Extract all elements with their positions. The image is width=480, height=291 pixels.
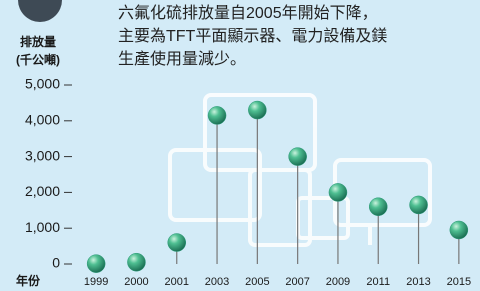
y-tick-label: 5,000 (25, 76, 60, 92)
ball (369, 198, 387, 216)
y-tick-label: 4,000 (25, 112, 60, 128)
y-axis-label: 排放量 (20, 34, 56, 49)
y-axis-label: (千公噸) (16, 52, 60, 67)
x-tick-label: 1999 (84, 276, 108, 288)
x-tick-label: 2005 (245, 276, 269, 288)
x-tick-label: 2015 (447, 276, 471, 288)
y-tick-label: 0 (52, 255, 60, 271)
x-tick-label: 2009 (326, 276, 350, 288)
chart: 六氟化硫排放量自2005年開始下降， 主要為TFT平面顯示器、電力設備及鎂 生產… (0, 0, 480, 291)
ball (289, 148, 307, 166)
ball (127, 253, 145, 271)
x-tick-label: 2013 (406, 276, 430, 288)
ball (329, 183, 347, 201)
y-tick-label: 3,000 (25, 147, 60, 163)
ball (410, 196, 428, 214)
ball (168, 234, 186, 252)
annotation: 生產使用量減少。 (118, 50, 246, 68)
ball (208, 106, 226, 124)
ball (87, 255, 105, 273)
annotation: 主要為TFT平面顯示器、電力設備及鎂 (118, 27, 387, 45)
annotation: 六氟化硫排放量自2005年開始下降， (118, 4, 378, 22)
x-tick-label: 2007 (285, 276, 309, 288)
ball (450, 221, 468, 239)
x-axis-label: 年份 (16, 273, 41, 288)
x-tick-label: 2000 (124, 276, 148, 288)
x-tick-label: 2011 (366, 276, 390, 288)
y-tick-label: 2,000 (25, 183, 60, 199)
x-tick-label: 2001 (165, 276, 189, 288)
y-tick-label: 1,000 (25, 219, 60, 235)
x-tick-label: 2003 (205, 276, 229, 288)
ball (248, 101, 266, 119)
